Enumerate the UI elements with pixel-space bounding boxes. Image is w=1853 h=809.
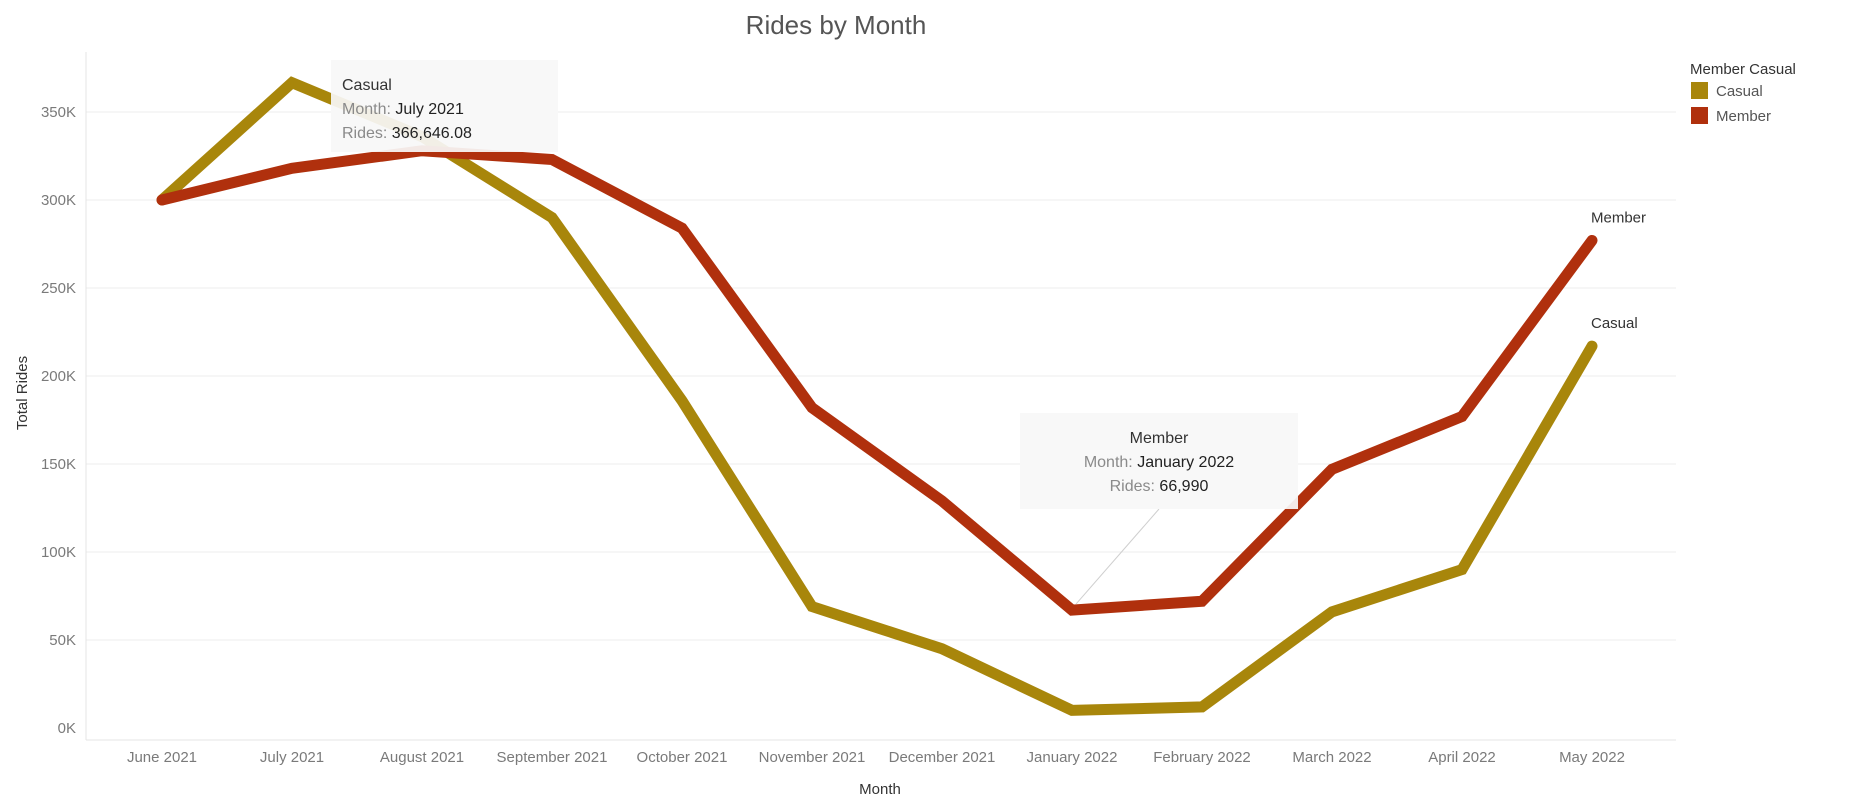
legend-swatch-casual[interactable]: [1691, 82, 1708, 99]
legend: Member Casual Casual Member: [1690, 61, 1796, 125]
data-point-member[interactable]: [680, 226, 684, 231]
data-point-member[interactable]: [160, 198, 164, 202]
series-lines: [156, 76, 1598, 716]
x-tick-label: June 2021: [127, 749, 197, 766]
data-point-member[interactable]: [550, 157, 554, 162]
x-tick-label: April 2022: [1428, 749, 1496, 766]
data-point-member[interactable]: [810, 405, 814, 410]
data-point-member[interactable]: [1590, 238, 1594, 243]
tooltip-rides-row: Rides: 66,990: [1110, 478, 1209, 495]
data-point-casual[interactable]: [940, 646, 944, 651]
data-point-member[interactable]: [290, 166, 294, 171]
x-tick-label: October 2021: [637, 749, 728, 766]
tooltip-casual: Casual Month: July 2021 Rides: 366,646.08: [331, 60, 558, 152]
data-point-casual[interactable]: [1070, 708, 1074, 713]
data-point-casual[interactable]: [290, 80, 294, 85]
tooltip-header: Member: [1130, 430, 1189, 447]
y-tick-label: 200K: [41, 368, 76, 385]
data-point-member[interactable]: [940, 498, 944, 503]
x-tick-label: August 2021: [380, 749, 464, 766]
tooltip-header: Casual: [342, 77, 392, 94]
x-tick-label: November 2021: [759, 749, 866, 766]
legend-title: Member Casual: [1690, 61, 1796, 78]
data-point-member[interactable]: [1200, 599, 1204, 604]
data-point-casual[interactable]: [680, 398, 684, 403]
end-label-member: Member: [1591, 209, 1646, 226]
chart-title: Rides by Month: [746, 10, 927, 40]
data-point-casual[interactable]: [1200, 704, 1204, 709]
tooltip-month-row: Month: July 2021: [342, 101, 464, 118]
x-tick-label: January 2022: [1027, 749, 1118, 766]
gridlines: [86, 111, 1676, 641]
x-tick-label: May 2022: [1559, 749, 1625, 766]
x-tick-label: February 2022: [1153, 749, 1251, 766]
tooltip-month-row: Month: January 2022: [1084, 454, 1234, 471]
tooltip-box: [331, 60, 558, 152]
y-tick-label: 50K: [49, 632, 76, 649]
tooltips: Casual Month: July 2021 Rides: 366,646.08 M…: [331, 60, 1298, 605]
x-tick-label: March 2022: [1292, 749, 1371, 766]
y-tick-label: 350K: [41, 104, 76, 121]
axes: [85, 52, 1676, 741]
x-tick-label: September 2021: [497, 749, 608, 766]
data-point-casual[interactable]: [1330, 609, 1334, 614]
legend-swatch-member[interactable]: [1691, 107, 1708, 124]
y-tick-label: 300K: [41, 192, 76, 209]
x-tick-label: July 2021: [260, 749, 324, 766]
series-end-labels: Casual Member: [1591, 209, 1646, 332]
data-point-member[interactable]: [1070, 608, 1074, 613]
y-tick-label: 100K: [41, 544, 76, 561]
y-axis-title: Total Rides: [14, 356, 31, 430]
y-tick-label: 0K: [58, 720, 76, 737]
tooltip-box: [1020, 413, 1298, 509]
end-label-casual: Casual: [1591, 315, 1638, 332]
x-tick-labels: June 2021 July 2021 August 2021 September 2…: [127, 749, 1625, 766]
series-line-member[interactable]: [156, 145, 1598, 616]
data-point-casual[interactable]: [1590, 344, 1594, 349]
data-point-casual[interactable]: [810, 604, 814, 609]
data-point-casual[interactable]: [550, 215, 554, 220]
data-point-casual[interactable]: [1460, 567, 1464, 572]
series-line-casual[interactable]: [156, 76, 1598, 716]
x-axis-title: Month: [859, 781, 901, 798]
legend-label-casual[interactable]: Casual: [1716, 83, 1763, 100]
y-tick-label: 250K: [41, 280, 76, 297]
legend-label-member[interactable]: Member: [1716, 108, 1771, 125]
x-tick-label: December 2021: [889, 749, 996, 766]
data-point-member[interactable]: [1330, 467, 1334, 472]
tooltip-leader: [1075, 508, 1160, 605]
tooltip-rides-row: Rides: 366,646.08: [342, 125, 472, 142]
tooltip-member: Member Month: January 2022 Rides: 66,990: [1020, 413, 1298, 605]
data-point-member[interactable]: [1460, 414, 1464, 419]
y-tick-labels: 0K 50K 100K 150K 200K 250K 300K 350K: [41, 104, 76, 737]
y-tick-label: 150K: [41, 456, 76, 473]
